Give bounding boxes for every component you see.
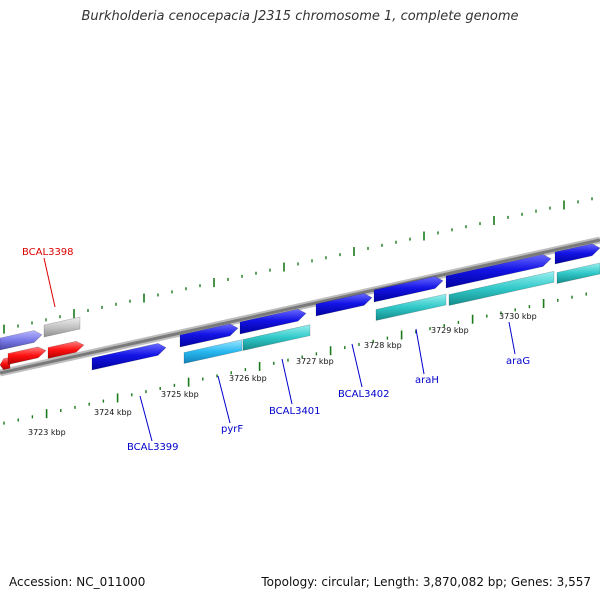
gene-label: BCAL3402	[338, 389, 390, 400]
topology-summary: Topology: circular; Length: 3,870,082 bp…	[261, 575, 591, 589]
gene-label: BCAL3399	[127, 442, 179, 453]
scale-labels: 3723 kbp 3724 kbp 3725 kbp 3726 kbp 3727 kbp…	[28, 312, 537, 437]
gene-arrow-teal	[242, 324, 311, 351]
scale-label: 3727 kbp	[296, 357, 334, 366]
gene-label: BCAL3401	[269, 406, 321, 417]
scale-label: 3730 kbp	[499, 312, 537, 321]
gene-arrow-forward	[91, 343, 167, 371]
gene-labels: BCAL3398 BCAL3399 pyrF BCAL3401 BCAL3402 araH…	[22, 247, 530, 453]
map-title: Burkholderia cenocepacia J2315 chromosom…	[81, 9, 519, 24]
label-leader-line	[351, 343, 363, 388]
gene-arrow-teal	[448, 270, 555, 306]
gene-arrow-reverse	[47, 340, 85, 359]
gene-arrow-reverse	[7, 346, 47, 365]
gene-label: araG	[506, 356, 530, 367]
outer-tick-row	[3, 197, 593, 334]
label-leader-line	[139, 395, 153, 442]
chromosome-backbone	[0, 236, 600, 377]
gene-arrow-grey	[43, 316, 81, 338]
label-leader-line	[415, 328, 425, 375]
gene-arrow-teal	[375, 293, 447, 321]
gene-label: BCAL3398	[22, 247, 74, 258]
scale-label: 3729 kbp	[431, 326, 469, 335]
gene-arrow-forward	[179, 323, 239, 348]
gene-features	[0, 243, 600, 371]
gene-arrow-cyan	[183, 339, 243, 364]
gene-arrow-teal	[556, 262, 600, 284]
gene-arrow-forward	[373, 276, 444, 303]
scale-label: 3725 kbp	[161, 390, 199, 399]
scale-label: 3726 kbp	[229, 374, 267, 383]
gene-arrow-forward	[0, 330, 43, 351]
gene-label: araH	[415, 375, 439, 386]
label-leader-line	[508, 321, 516, 355]
gene-arrow-forward	[445, 254, 552, 289]
accession-text: Accession: NC_011000	[9, 575, 146, 589]
inner-tick-row	[3, 292, 587, 425]
label-leader-line	[217, 375, 231, 424]
gene-label: pyrF	[221, 424, 243, 435]
scale-label: 3723 kbp	[28, 428, 66, 437]
label-leader-line	[281, 358, 293, 405]
gene-arrow-forward	[315, 293, 373, 317]
scale-label: 3728 kbp	[364, 341, 402, 350]
gene-arrow-forward	[239, 308, 307, 335]
gene-arrow-forward	[554, 243, 600, 265]
scale-label: 3724 kbp	[94, 408, 132, 417]
label-leader-line	[43, 257, 56, 308]
